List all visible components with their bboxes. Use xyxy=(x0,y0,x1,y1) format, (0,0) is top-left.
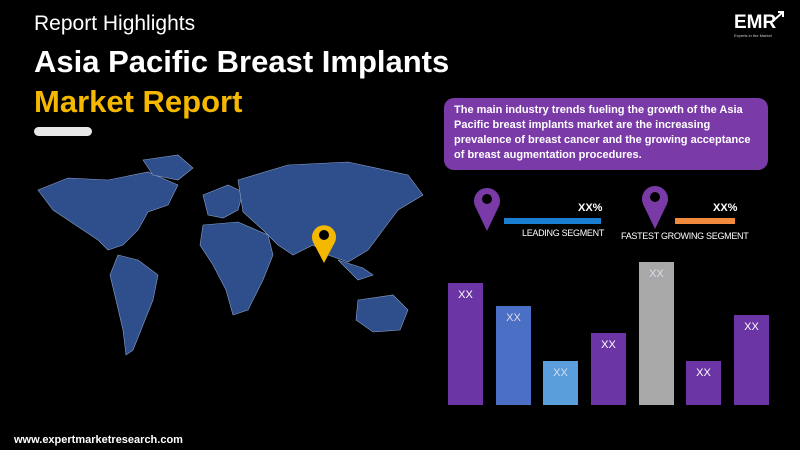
location-pin-icon xyxy=(642,186,668,229)
location-pin-icon xyxy=(312,225,336,263)
location-pin-icon xyxy=(474,188,500,231)
logo-text: EMR xyxy=(734,12,777,33)
europe xyxy=(202,184,244,219)
fastest-segment-bar xyxy=(675,218,735,224)
australia xyxy=(355,294,409,333)
website-url: www.expertmarketresearch.com xyxy=(14,434,183,446)
fastest-segment-label: FASTEST GROWING SEGMENT xyxy=(621,231,749,241)
bar-label: XX xyxy=(744,321,759,333)
bar-7: XX xyxy=(734,315,769,405)
report-subtitle: Report Highlights xyxy=(34,12,196,35)
asia xyxy=(237,161,424,263)
greenland xyxy=(142,154,194,181)
africa xyxy=(199,221,274,316)
logo-tagline: Experts in the Market xyxy=(734,33,772,38)
bar-1: XX xyxy=(448,283,483,405)
page-title: Asia Pacific Breast Implants xyxy=(34,44,450,79)
key-trend-callout: The main industry trends fueling the gro… xyxy=(444,98,768,170)
bar-label: XX xyxy=(696,367,711,379)
bar-4: XX xyxy=(591,333,626,405)
fastest-segment-value: XX% xyxy=(713,202,738,214)
bar-2: XX xyxy=(496,306,531,405)
southeast-asia xyxy=(337,259,374,281)
bar-5: XX xyxy=(639,262,674,405)
north-america xyxy=(37,171,179,251)
divider-pill xyxy=(34,127,92,136)
arrow-icon xyxy=(772,11,784,22)
bar-6: XX xyxy=(686,361,721,405)
bar-label: XX xyxy=(601,339,616,351)
bar-label: XX xyxy=(506,312,521,324)
world-map xyxy=(37,154,424,356)
south-america xyxy=(109,254,159,356)
leading-segment-value: XX% xyxy=(578,202,603,214)
leading-segment-label: LEADING SEGMENT xyxy=(522,228,605,238)
bar-label: XX xyxy=(553,367,568,379)
emr-logo: EMR Experts in the Market xyxy=(728,10,788,38)
bar-label: XX xyxy=(649,268,664,280)
page-title-highlight: Market Report xyxy=(34,84,243,119)
bar-3: XX xyxy=(543,361,578,405)
bar-label: XX xyxy=(458,289,473,301)
leading-segment-bar xyxy=(504,218,601,224)
